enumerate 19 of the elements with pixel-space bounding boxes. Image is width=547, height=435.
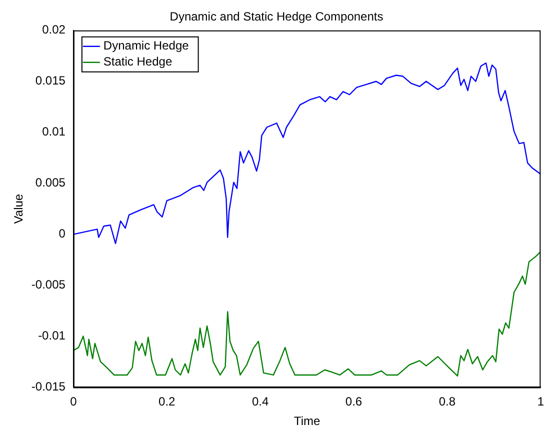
- x-tick-label: 0.4: [252, 394, 269, 409]
- y-tick-label: -0.015: [31, 380, 66, 394]
- y-tick-label: 0.02: [42, 22, 66, 37]
- y-tick-label: 0: [58, 226, 66, 241]
- chart-title: Dynamic and Static Hedge Components: [170, 10, 384, 24]
- x-tick-label: 1: [537, 394, 544, 409]
- y-tick-label: -0.005: [31, 278, 66, 292]
- x-axis-title: Time: [294, 414, 320, 428]
- y-axis-title: Value: [12, 194, 26, 224]
- x-tick-label: 0: [70, 394, 78, 409]
- y-tick-label: 0.015: [35, 74, 66, 88]
- legend-label: Static Hedge: [103, 54, 172, 69]
- y-tick-label: -0.01: [38, 328, 66, 343]
- x-tick-label: 0.6: [345, 394, 362, 409]
- y-tick-label: 0.01: [42, 124, 66, 139]
- x-tick-label: 0.8: [438, 394, 456, 409]
- y-tick-label: 0.005: [35, 176, 66, 190]
- x-tick-label: 0.2: [158, 394, 176, 409]
- legend-label: Dynamic Hedge: [103, 38, 190, 53]
